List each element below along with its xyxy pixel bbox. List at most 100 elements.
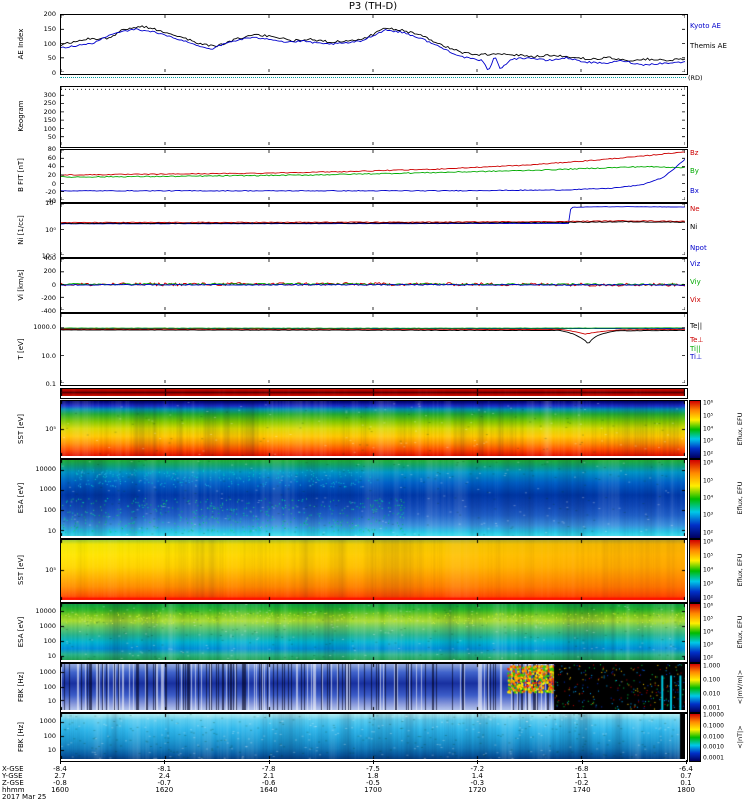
panel-temp <box>60 313 688 386</box>
bfit-plot <box>61 150 685 200</box>
temp-ytick: 0.1 <box>45 380 56 388</box>
sst_electrons-spectrogram <box>61 540 685 600</box>
panel-vi <box>60 258 688 313</box>
vi-label-Viz: Viz <box>690 260 701 269</box>
sst_electrons-colorbar-tick: 10² <box>703 594 714 602</box>
keogram-ylabel: Keogram <box>17 100 25 132</box>
vi-ytick: 0 <box>51 280 56 289</box>
vi-plot <box>61 259 685 310</box>
vi-axis-ticks <box>61 259 685 310</box>
footer-value-hhmm-4: 1720 <box>468 786 487 794</box>
fbk_b-ylabel: FBK [Hz] <box>17 721 25 752</box>
sst_electrons-colorbar-unit: Eflux, EFU <box>736 553 744 587</box>
sst_ions-spectrogram <box>61 401 685 456</box>
ae-ylabel: AE Index <box>17 28 25 59</box>
esa_electrons-colorbar-tick: 10² <box>703 654 714 662</box>
footer-value-X-GSE-1: -8.1 <box>157 765 172 773</box>
footer-row-label-Y-GSE: Y-GSE <box>2 772 23 780</box>
footer-value-Z-GSE-0: -0.8 <box>53 779 67 787</box>
bfit-label-Bx: Bx <box>690 186 699 195</box>
fbk_b-ytick: 100 <box>43 732 56 741</box>
sst_ions-colorbar-tick: 10⁴ <box>703 425 714 432</box>
esa_ions-colorbar-unit: Eflux, EFU <box>736 481 744 515</box>
sst_ions-ytick: 10⁵ <box>45 424 56 433</box>
ni-label-Ni: Ni <box>690 223 698 232</box>
vi-ytick: 400 <box>43 254 56 262</box>
bfit-ytick: 20 <box>47 171 56 179</box>
keogram-ytick: 50 <box>47 133 56 142</box>
fbk_b-colorbar-unit: <|nT|> <box>736 724 744 749</box>
panel-esa_ions <box>60 459 688 539</box>
sst_electrons-ytick: 10⁵ <box>45 566 56 574</box>
footer-value-hhmm-6: 1800 <box>677 786 695 794</box>
esa_electrons-colorbar-tick: 10⁵ <box>703 615 714 623</box>
footer-value-hhmm-5: 1740 <box>572 786 591 794</box>
modebar-spectrogram <box>61 389 685 396</box>
esa_electrons-ylabel: ESA [eV] <box>17 616 25 648</box>
esa_electrons-colorbar-unit: Eflux, EFU <box>736 615 744 649</box>
fbk_e-ytick: 1000 <box>39 667 56 676</box>
fbk_e-colorbar-tick: 0.100 <box>703 676 721 684</box>
footer-row-label-Z-GSE: Z-GSE <box>2 779 24 787</box>
bfit-ytick: -40 <box>45 197 56 205</box>
panel-sst_ions <box>60 400 688 459</box>
ni-ytick: 10² <box>45 199 56 207</box>
fbk_b-colorbar-tick: 0.0010 <box>703 743 724 751</box>
fbk_b-colorbar-tick: 1.0000 <box>703 711 724 719</box>
footer-value-hhmm-0: 1600 <box>51 786 69 794</box>
fbk_b-colorbar <box>689 713 701 762</box>
temp-label-Ti⊥: Ti⊥ <box>690 353 703 362</box>
fbk_e-ytick: 100 <box>43 682 56 691</box>
footer-value-hhmm-2: 1640 <box>259 786 278 794</box>
panel-modebar <box>60 388 688 399</box>
footer-date: 2017 Mar 25 <box>2 793 47 800</box>
ae-label-Kyoto AE: Kyoto AE <box>690 21 721 30</box>
time-axis-tick <box>164 760 166 764</box>
esa_ions-colorbar-tick: 10⁵ <box>703 477 714 485</box>
ae-series-Kyoto AE <box>61 28 685 71</box>
ae-label-Themis AE: Themis AE <box>690 42 727 51</box>
fbk_b-ytick: 1000 <box>39 717 56 726</box>
footer-value-Y-GSE-0: 2.7 <box>54 772 66 780</box>
temp-series-Ti_par <box>61 327 685 329</box>
esa_ions-colorbar-tick: 10² <box>703 529 714 537</box>
esa_ions-ytick: 10000 <box>35 465 56 474</box>
ni-label-Npot: Npot <box>690 243 707 252</box>
bfit-ytick: 80 <box>47 145 56 153</box>
bfit-axis-ticks <box>61 150 685 200</box>
keogram-ytick: 150 <box>43 116 56 125</box>
ni-ylabel: Ni [1/cc] <box>17 214 25 245</box>
footer-value-Y-GSE-2: 2.1 <box>263 772 275 780</box>
fbk_e-colorbar-tick: 0.001 <box>703 704 721 712</box>
roi-label: (RD) <box>688 74 703 82</box>
esa_electrons-ytick: 1000 <box>39 621 56 630</box>
sst_ions-colorbar-tick: 10⁵ <box>703 412 714 420</box>
panel-ni <box>60 203 688 258</box>
ae-ytick: 200 <box>43 10 56 18</box>
bfit-series-Bx <box>61 158 685 192</box>
footer-value-Z-GSE-1: -0.7 <box>157 779 172 787</box>
footer-value-Y-GSE-4: 1.4 <box>471 772 483 780</box>
esa_electrons-colorbar <box>689 603 701 663</box>
ni-series-Ni <box>61 221 685 225</box>
vi-series-Viz <box>61 283 685 286</box>
bfit-ytick: 60 <box>47 153 56 162</box>
fbk_e-colorbar-tick: 0.010 <box>703 690 721 698</box>
footer-value-X-GSE-0: -8.4 <box>53 765 67 773</box>
sst_electrons-colorbar-tick: 10⁵ <box>703 552 714 560</box>
fbk_b-ytick: 10 <box>47 746 56 755</box>
time-axis-tick <box>373 760 374 764</box>
vi-ytick: 200 <box>43 267 56 276</box>
fbk_b-colorbar-tick: 0.0001 <box>703 754 724 762</box>
footer-value-X-GSE-5: -6.8 <box>574 765 589 773</box>
esa_ions-ylabel: ESA [eV] <box>17 482 25 514</box>
esa_ions-colorbar-tick: 10³ <box>703 511 714 519</box>
panel-ae <box>60 14 688 75</box>
bfit-series-By <box>61 165 685 178</box>
esa_electrons-spectrogram <box>61 604 685 660</box>
bfit-series-Bz <box>61 151 685 176</box>
esa_ions-colorbar <box>689 459 701 539</box>
footer-value-Y-GSE-1: 2.4 <box>158 772 170 780</box>
ni-ytick: 10⁻² <box>41 252 56 260</box>
